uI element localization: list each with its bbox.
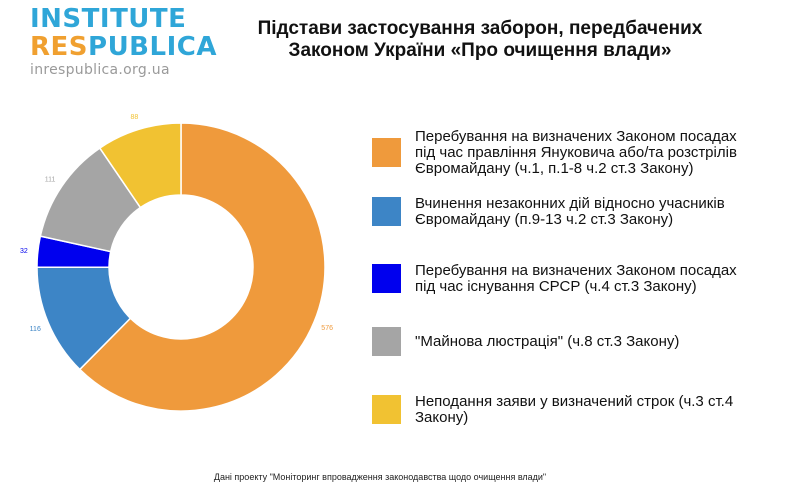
legend-swatch — [372, 264, 401, 293]
logo-line2: RESPUBLICA — [30, 34, 217, 60]
data-label-3: 32 — [20, 248, 28, 255]
legend-label: "Майнова люстрація" (ч.8 ст.3 Закону) — [415, 334, 785, 350]
legend-swatch — [372, 197, 401, 226]
donut-slice-5 — [98, 122, 182, 209]
legend-label: Перебування на визначених Законом посада… — [415, 263, 785, 295]
legend-label-line: Закону) — [415, 409, 469, 426]
footer-source-note: Дані проекту "Моніторинг впровадження за… — [213, 472, 547, 482]
legend-label-line: під час правління Януковича або/та розст… — [415, 144, 737, 161]
data-label-4: 111 — [45, 177, 56, 184]
chart-title-line: Підстави застосування заборон, передбаче… — [257, 18, 703, 39]
data-label-2: 116 — [30, 326, 41, 333]
legend-swatch — [372, 395, 401, 424]
data-label-5: 88 — [130, 114, 138, 121]
legend-label-line: Вчинення незаконних дій відносно учасник… — [415, 195, 725, 212]
chart-title: Підстави застосування заборон, передбаче… — [220, 18, 740, 62]
logo-line1: INSTITUTE — [30, 4, 187, 34]
chart-title-line: Законом України «Про очищення влади» — [288, 40, 672, 61]
legend-label-line: Неподання заяви у визначений строк (ч.3 … — [415, 393, 734, 410]
logo: INSTITUTE RESPUBLICA inrespublica.org.ua — [30, 6, 217, 77]
logo-res: RES — [30, 32, 89, 62]
logo-publica: PUBLICA — [88, 32, 217, 62]
legend-label-line: "Майнова люстрація" (ч.8 ст.3 Закону) — [415, 333, 680, 350]
legend-label: Неподання заяви у визначений строк (ч.3 … — [415, 394, 785, 426]
legend-label-line: під час існування СРСР (ч.4 ст.3 Закону) — [415, 278, 697, 295]
legend-label-line: Євромайдану (ч.1, п.1-8 ч.2 ст.3 Закону) — [415, 160, 694, 177]
legend-label-line: Євромайдану (п.9-13 ч.2 ст.3 Закону) — [415, 211, 674, 228]
data-label-1: 576 — [321, 325, 333, 332]
legend-label-line: Перебування на визначених Законом посада… — [415, 128, 737, 145]
legend-swatch — [372, 138, 401, 167]
legend-label: Перебування на визначених Законом посада… — [415, 129, 785, 177]
logo-url: inrespublica.org.ua — [30, 62, 170, 78]
legend-label: Вчинення незаконних дій відносно учасник… — [415, 196, 785, 228]
legend-label-line: Перебування на визначених Законом посада… — [415, 262, 737, 279]
donut-slice-1 — [78, 122, 326, 412]
legend-swatch — [372, 327, 401, 356]
